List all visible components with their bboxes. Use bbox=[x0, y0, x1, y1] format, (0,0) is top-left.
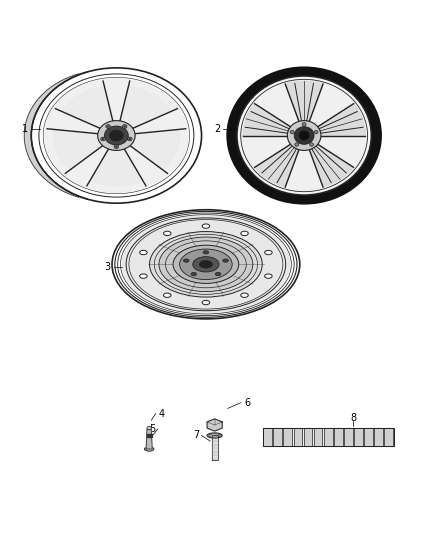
Ellipse shape bbox=[203, 251, 209, 254]
Polygon shape bbox=[354, 428, 363, 446]
Text: 8: 8 bbox=[350, 413, 357, 423]
Polygon shape bbox=[90, 150, 143, 185]
Ellipse shape bbox=[110, 130, 123, 141]
Polygon shape bbox=[131, 130, 179, 169]
Polygon shape bbox=[344, 428, 353, 446]
Ellipse shape bbox=[98, 120, 135, 150]
Ellipse shape bbox=[115, 146, 118, 148]
Polygon shape bbox=[146, 430, 152, 449]
Ellipse shape bbox=[294, 127, 314, 144]
Ellipse shape bbox=[202, 224, 210, 229]
Text: 3: 3 bbox=[105, 262, 111, 271]
Ellipse shape bbox=[223, 259, 228, 262]
Ellipse shape bbox=[139, 274, 148, 278]
Ellipse shape bbox=[106, 125, 110, 128]
Polygon shape bbox=[293, 428, 302, 446]
Ellipse shape bbox=[237, 76, 371, 195]
Ellipse shape bbox=[265, 250, 272, 255]
Ellipse shape bbox=[265, 274, 272, 278]
Ellipse shape bbox=[265, 274, 272, 278]
Polygon shape bbox=[374, 428, 383, 446]
Polygon shape bbox=[384, 428, 393, 446]
Ellipse shape bbox=[114, 145, 119, 149]
Ellipse shape bbox=[121, 215, 290, 313]
Ellipse shape bbox=[199, 261, 212, 268]
Ellipse shape bbox=[310, 143, 314, 146]
Ellipse shape bbox=[241, 80, 367, 191]
Ellipse shape bbox=[124, 125, 126, 127]
Polygon shape bbox=[324, 428, 332, 446]
Ellipse shape bbox=[145, 447, 154, 451]
Ellipse shape bbox=[302, 123, 306, 126]
Ellipse shape bbox=[191, 272, 197, 276]
Ellipse shape bbox=[202, 300, 210, 305]
Ellipse shape bbox=[173, 245, 239, 284]
Text: 7: 7 bbox=[193, 431, 199, 440]
Ellipse shape bbox=[140, 274, 147, 278]
Ellipse shape bbox=[163, 293, 171, 297]
Ellipse shape bbox=[295, 143, 299, 146]
Ellipse shape bbox=[241, 293, 248, 297]
Ellipse shape bbox=[102, 138, 104, 140]
Ellipse shape bbox=[140, 251, 147, 255]
Ellipse shape bbox=[228, 68, 381, 203]
Text: 5: 5 bbox=[149, 424, 156, 434]
Ellipse shape bbox=[265, 251, 272, 255]
Ellipse shape bbox=[163, 293, 171, 297]
Ellipse shape bbox=[240, 231, 248, 236]
Ellipse shape bbox=[207, 433, 222, 438]
Text: 6: 6 bbox=[244, 398, 250, 408]
Polygon shape bbox=[304, 428, 312, 446]
Polygon shape bbox=[212, 434, 218, 460]
Polygon shape bbox=[309, 143, 353, 187]
Ellipse shape bbox=[202, 300, 210, 305]
Polygon shape bbox=[263, 428, 272, 446]
Ellipse shape bbox=[241, 231, 248, 236]
Ellipse shape bbox=[127, 137, 132, 141]
Text: 4: 4 bbox=[158, 409, 164, 418]
Ellipse shape bbox=[240, 293, 248, 297]
Ellipse shape bbox=[44, 78, 189, 193]
Ellipse shape bbox=[184, 259, 189, 262]
Ellipse shape bbox=[193, 257, 219, 272]
Polygon shape bbox=[254, 143, 300, 187]
Ellipse shape bbox=[314, 131, 318, 134]
Ellipse shape bbox=[122, 125, 127, 128]
Polygon shape bbox=[283, 428, 292, 446]
Ellipse shape bbox=[180, 249, 232, 280]
Ellipse shape bbox=[163, 231, 171, 236]
Polygon shape bbox=[207, 419, 222, 431]
Polygon shape bbox=[53, 130, 102, 169]
Ellipse shape bbox=[163, 231, 171, 236]
Ellipse shape bbox=[101, 137, 106, 141]
Ellipse shape bbox=[299, 131, 310, 140]
Ellipse shape bbox=[150, 231, 262, 297]
Polygon shape bbox=[273, 428, 282, 446]
Polygon shape bbox=[243, 104, 292, 135]
Polygon shape bbox=[364, 428, 373, 446]
Ellipse shape bbox=[128, 138, 131, 140]
Polygon shape bbox=[314, 428, 322, 446]
Polygon shape bbox=[24, 72, 87, 199]
Ellipse shape bbox=[215, 272, 221, 276]
Ellipse shape bbox=[290, 131, 294, 134]
Ellipse shape bbox=[139, 250, 148, 255]
Ellipse shape bbox=[159, 237, 253, 292]
Ellipse shape bbox=[287, 120, 321, 150]
Polygon shape bbox=[317, 104, 365, 135]
Polygon shape bbox=[285, 82, 323, 123]
Ellipse shape bbox=[202, 224, 210, 228]
Ellipse shape bbox=[107, 125, 110, 127]
Text: 1: 1 bbox=[21, 124, 28, 134]
Polygon shape bbox=[147, 434, 152, 437]
Text: 2: 2 bbox=[215, 124, 221, 134]
Polygon shape bbox=[61, 86, 113, 128]
Ellipse shape bbox=[147, 426, 151, 430]
Polygon shape bbox=[120, 86, 172, 128]
Polygon shape bbox=[334, 428, 343, 446]
Ellipse shape bbox=[105, 126, 128, 145]
